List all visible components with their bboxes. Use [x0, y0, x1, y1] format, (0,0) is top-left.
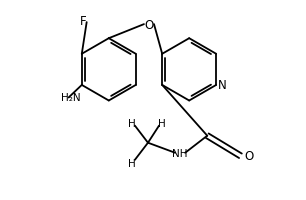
Text: O: O [144, 19, 154, 31]
Text: NH: NH [172, 148, 188, 158]
Text: H: H [158, 118, 166, 128]
Text: H₂N: H₂N [61, 93, 80, 103]
Text: O: O [244, 150, 254, 162]
Text: N: N [218, 79, 227, 92]
Text: F: F [80, 15, 87, 27]
Text: H: H [128, 118, 136, 128]
Text: H: H [128, 158, 136, 168]
